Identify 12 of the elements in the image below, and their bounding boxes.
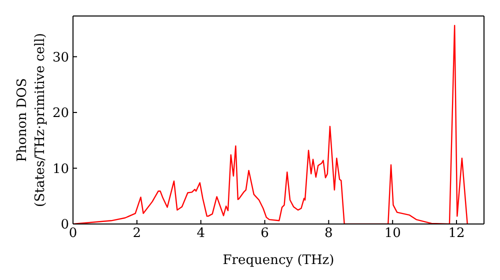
y-tick-label: 10	[52, 162, 69, 177]
x-tick-label: 8	[324, 226, 333, 242]
x-tick-label: 12	[448, 226, 465, 242]
y-tick-label: 20	[52, 106, 69, 122]
x-tick-label: 6	[260, 226, 269, 242]
y-axis-title: Phonon DOS (States/THz·primitive cell)	[15, 32, 48, 208]
y-tick-label: 30	[52, 50, 69, 66]
line-series	[73, 24, 468, 224]
x-tick-label: 2	[132, 226, 142, 242]
x-tick-label: 10	[384, 226, 401, 242]
x-axis-title: Frequency (THz)	[222, 253, 334, 268]
x-tick-label: 4	[196, 226, 205, 242]
